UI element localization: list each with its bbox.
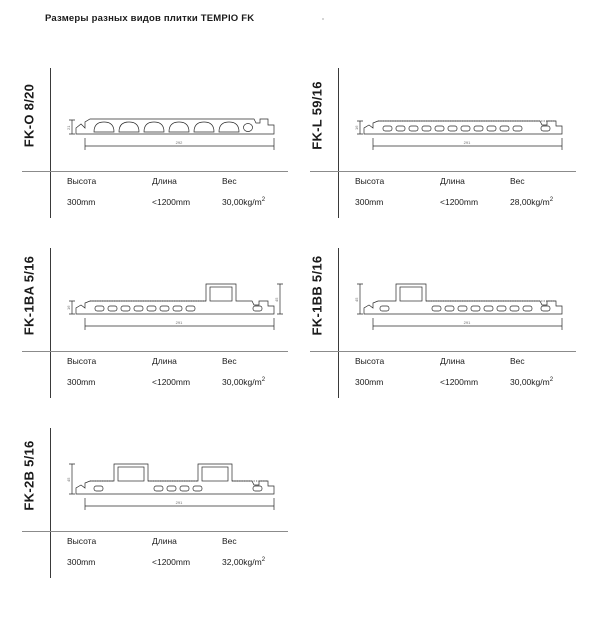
panel-horizontal-rule xyxy=(22,171,288,172)
cell-weight: 32,00kg/m2 xyxy=(222,557,266,567)
cell-length: <1200mm xyxy=(152,557,191,567)
profile-drawing-fk-1ba-5-16: 16 45 291 xyxy=(64,256,294,348)
table-header-row: Высота Длина Вес xyxy=(350,176,580,197)
panel-horizontal-rule xyxy=(310,171,576,172)
panel-fk-2b-5-16: FK-2B 5/16 45 291 Высота Длина xyxy=(22,428,299,578)
panel-horizontal-rule xyxy=(22,531,288,532)
col-header-length: Длина xyxy=(440,356,465,366)
panel-horizontal-rule xyxy=(22,351,288,352)
panel-code-label: FK-2B 5/16 xyxy=(21,440,37,511)
panel-fk-1ba-5-16: FK-1BA 5/16 16 45 291 xyxy=(22,248,299,398)
panel-fk-1bb-5-16: FK-1BB 5/16 45 291 xyxy=(310,248,587,398)
table-row: 300mm <1200mm 32,00kg/m2 xyxy=(62,557,292,578)
table-header-row: Высота Длина Вес xyxy=(62,356,292,377)
profile-drawing-fk-o-8-20: 21 292 xyxy=(64,76,294,168)
dimension-length-text: 291 xyxy=(176,320,183,325)
cell-weight: 28,00kg/m2 xyxy=(510,197,554,207)
col-header-height: Высота xyxy=(67,356,97,366)
dimension-height-text: 16 xyxy=(66,305,71,310)
col-header-length: Длина xyxy=(152,356,177,366)
col-header-weight: Вес xyxy=(510,356,525,366)
cell-weight: 30,00kg/m2 xyxy=(222,377,266,387)
spec-table: Высота Длина Вес 300mm <1200mm 32,00kg/m… xyxy=(62,536,292,578)
dimension-length-text: 292 xyxy=(176,140,183,145)
spec-table: Высота Длина Вес 300mm <1200mm 28,00kg/m… xyxy=(350,176,580,218)
panel-fk-o-8-20: FK-O 8/20 21 292 В xyxy=(22,68,299,218)
table-header-row: Высота Длина Вес xyxy=(62,536,292,557)
col-header-height: Высота xyxy=(67,176,97,186)
table-header-row: Высота Длина Вес xyxy=(62,176,292,197)
panel-vertical-rule xyxy=(338,68,339,218)
panel-code-label: FK-1BB 5/16 xyxy=(309,255,325,336)
panel-code-label: FK-1BA 5/16 xyxy=(21,255,37,336)
panel-horizontal-rule xyxy=(310,351,576,352)
page-title: Размеры разных видов плитки TEMPIO FK xyxy=(45,13,255,24)
dimension-height-text: 45 xyxy=(354,297,359,302)
dimension-length-text: 291 xyxy=(176,500,183,505)
panel-vertical-rule xyxy=(50,68,51,218)
cell-weight: 30,00kg/m2 xyxy=(510,377,554,387)
dimension-block-height-text: 45 xyxy=(274,297,279,302)
col-header-height: Высота xyxy=(355,176,385,186)
col-header-length: Длина xyxy=(152,536,177,546)
cell-length: <1200mm xyxy=(152,377,191,387)
col-header-height: Высота xyxy=(67,536,97,546)
cell-height: 300mm xyxy=(355,197,384,207)
col-header-length: Длина xyxy=(440,176,465,186)
table-row: 300mm <1200mm 30,00kg/m2 xyxy=(350,377,580,398)
col-header-weight: Вес xyxy=(222,536,237,546)
col-header-weight: Вес xyxy=(222,176,237,186)
panel-code-label: FK-L 59/16 xyxy=(309,81,325,150)
panel-vertical-rule xyxy=(50,248,51,398)
spec-table: Высота Длина Вес 300mm <1200mm 30,00kg/m… xyxy=(350,356,580,398)
panel-fk-l-59-16: FK-L 59/16 16 291 xyxy=(310,68,587,218)
table-row: 300mm <1200mm 30,00kg/m2 xyxy=(62,197,292,218)
panel-vertical-rule xyxy=(338,248,339,398)
cell-height: 300mm xyxy=(67,557,96,567)
dimension-height-text: 45 xyxy=(66,477,71,482)
profile-drawing-fk-l-59-16: 16 291 xyxy=(352,76,582,168)
cell-height: 300mm xyxy=(67,377,96,387)
col-header-weight: Вес xyxy=(222,356,237,366)
cell-length: <1200mm xyxy=(440,377,479,387)
panel-code-label: FK-O 8/20 xyxy=(21,83,37,148)
dimension-length-text: 291 xyxy=(464,140,471,145)
profile-drawing-fk-2b-5-16: 45 291 xyxy=(64,436,294,528)
table-row: 300mm <1200mm 28,00kg/m2 xyxy=(350,197,580,218)
profile-drawing-fk-1bb-5-16: 45 291 xyxy=(352,256,582,348)
spec-table: Высота Длина Вес 300mm <1200mm 30,00kg/m… xyxy=(62,356,292,398)
cell-height: 300mm xyxy=(355,377,384,387)
cell-length: <1200mm xyxy=(440,197,479,207)
spec-table: Высота Длина Вес 300mm <1200mm 30,00kg/m… xyxy=(62,176,292,218)
decorative-dot xyxy=(322,18,324,20)
cell-weight: 30,00kg/m2 xyxy=(222,197,266,207)
dimension-height-text: 21 xyxy=(66,125,71,130)
dimension-height-text: 16 xyxy=(354,125,359,130)
panel-vertical-rule xyxy=(50,428,51,578)
table-header-row: Высота Длина Вес xyxy=(350,356,580,377)
cell-height: 300mm xyxy=(67,197,96,207)
col-header-weight: Вес xyxy=(510,176,525,186)
col-header-height: Высота xyxy=(355,356,385,366)
dimension-length-text: 291 xyxy=(464,320,471,325)
table-row: 300mm <1200mm 30,00kg/m2 xyxy=(62,377,292,398)
cell-length: <1200mm xyxy=(152,197,191,207)
col-header-length: Длина xyxy=(152,176,177,186)
